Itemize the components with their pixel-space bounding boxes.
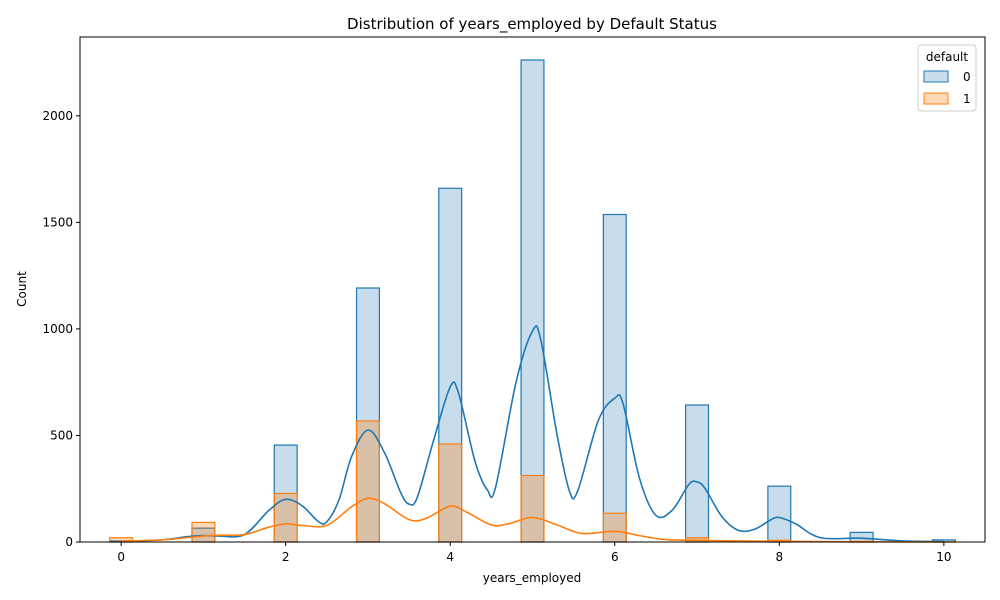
legend-label-1: 1 bbox=[963, 92, 971, 106]
y-tick-label: 1500 bbox=[42, 215, 73, 229]
kde-line-default-1 bbox=[121, 497, 944, 543]
y-tick-label: 1000 bbox=[42, 322, 73, 336]
bar-default-0-x5 bbox=[520, 59, 545, 543]
legend-title: default bbox=[926, 50, 969, 64]
legend-swatch-1 bbox=[923, 92, 949, 105]
x-tick-label: 10 bbox=[936, 550, 951, 564]
bar-default-0-x8 bbox=[767, 485, 792, 543]
y-tick-label: 2000 bbox=[42, 109, 73, 123]
x-tick-label: 0 bbox=[117, 550, 125, 564]
x-tick-label: 2 bbox=[282, 550, 290, 564]
chart-title: Distribution of years_employed by Defaul… bbox=[347, 15, 717, 34]
plot-frame bbox=[79, 36, 986, 543]
legend-swatch-0 bbox=[923, 70, 949, 83]
bar-default-1-x1 bbox=[191, 521, 216, 543]
x-tick-label: 8 bbox=[775, 550, 783, 564]
x-tick-label: 6 bbox=[611, 550, 619, 564]
bar-default-0-x6 bbox=[602, 213, 627, 543]
y-tick-label: 500 bbox=[50, 428, 73, 442]
bar-default-1-x6 bbox=[602, 512, 627, 543]
bar-default-0-x9 bbox=[849, 531, 874, 543]
legend-label-0: 0 bbox=[963, 70, 971, 84]
legend: default 0 1 bbox=[917, 44, 977, 112]
x-axis-title: years_employed bbox=[483, 571, 582, 585]
legend-frame bbox=[917, 44, 977, 112]
kde-line-default-0 bbox=[121, 325, 944, 543]
bar-default-1-x4 bbox=[438, 443, 463, 543]
y-tick-label: 0 bbox=[65, 535, 73, 549]
y-axis-title: Count bbox=[15, 271, 29, 307]
bar-default-1-x5 bbox=[520, 474, 545, 543]
x-tick-label: 4 bbox=[446, 550, 454, 564]
bar-default-0-x7 bbox=[685, 404, 710, 543]
